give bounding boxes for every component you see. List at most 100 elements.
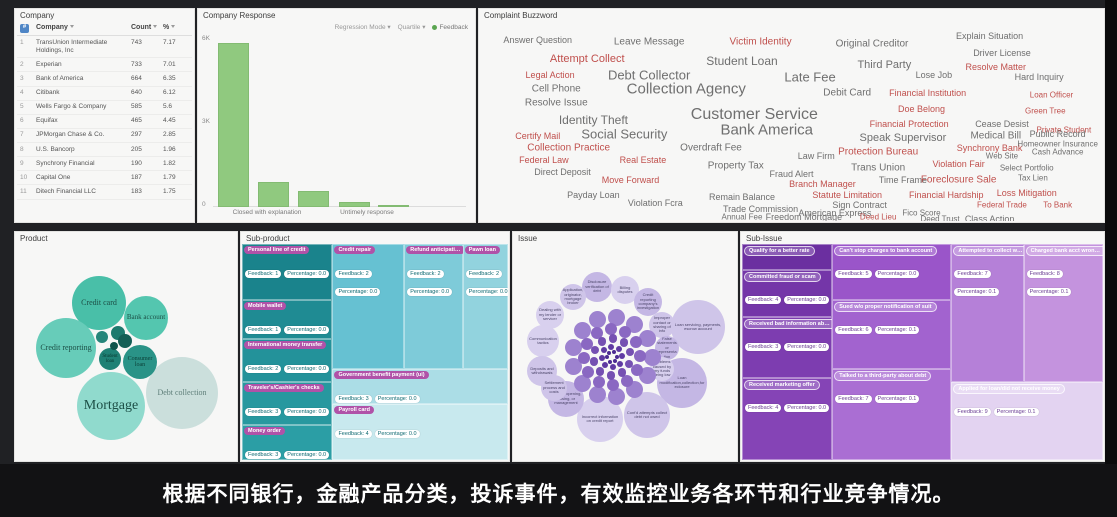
- issue-bubble[interactable]: Communication tactics: [527, 325, 559, 357]
- buzzword[interactable]: To Bank: [1043, 200, 1073, 210]
- legend-feedback[interactable]: Feedback: [432, 24, 468, 31]
- buzzword[interactable]: Federal Trade: [977, 200, 1027, 210]
- treemap-block[interactable]: Attempted to collect wrong amount Feedbac…: [951, 244, 1024, 383]
- buzzword[interactable]: Debt Collector: [607, 67, 691, 83]
- issue-bubble[interactable]: Credit reporting company's investigation: [634, 288, 662, 316]
- issue-bubble[interactable]: [609, 364, 616, 371]
- treemap-block[interactable]: Can't stop charges to bank account Feedba…: [832, 244, 952, 301]
- issue-bubble[interactable]: [602, 361, 609, 368]
- buzzword[interactable]: Violation Fcra: [627, 197, 683, 208]
- buzzword[interactable]: Speak Supervisor: [859, 131, 947, 144]
- buzzword[interactable]: Hard Inquiry: [1014, 71, 1064, 82]
- buzzword[interactable]: Original Creditor: [835, 38, 909, 50]
- issue-bubble[interactable]: [626, 315, 644, 333]
- treemap-block[interactable]: Mobile wallet Feedback: 1 Percentage: 0.0: [242, 300, 333, 340]
- bar[interactable]: [298, 191, 329, 207]
- issue-bubble[interactable]: [591, 327, 604, 340]
- buzzword[interactable]: Loan Officer: [1029, 90, 1074, 100]
- issue-bubble[interactable]: [608, 334, 618, 343]
- issue-bubble[interactable]: [589, 385, 607, 403]
- issue-bubble[interactable]: [564, 358, 582, 376]
- buzzword[interactable]: Green Tree: [1025, 106, 1066, 116]
- buzzword[interactable]: Certify Mail: [515, 130, 561, 141]
- buzzword[interactable]: Overdraft Fee: [680, 142, 742, 154]
- issue-bubble[interactable]: Application, originator, mortgage broker: [560, 284, 586, 310]
- buzzword[interactable]: Cell Phone: [531, 83, 581, 95]
- issue-bubble[interactable]: [592, 375, 605, 388]
- quartile-dropdown[interactable]: Quartile ▾: [397, 24, 426, 31]
- buzzword[interactable]: Law Firm: [797, 151, 835, 162]
- buzzword[interactable]: Financial Institution: [889, 88, 967, 99]
- treemap-block[interactable]: Committed fraud or scam Feedback: 4 Percen…: [742, 269, 833, 318]
- buzzword[interactable]: Student Loan: [706, 53, 778, 68]
- product-bubble[interactable]: Credit card: [72, 276, 126, 330]
- buzzword[interactable]: Late Fee: [784, 69, 836, 85]
- buzzword[interactable]: Time Frame: [878, 175, 927, 186]
- issue-bubble[interactable]: [619, 338, 628, 347]
- issue-bubble[interactable]: [590, 346, 599, 355]
- buzzword[interactable]: Trans Union: [851, 162, 906, 174]
- issue-bubble[interactable]: [608, 308, 626, 326]
- buzzword[interactable]: Class Action: [964, 213, 1015, 221]
- buzzword[interactable]: Doe Belong: [897, 104, 946, 115]
- issue-bubble[interactable]: [573, 321, 591, 339]
- buzzword[interactable]: Synchrony Bank: [956, 142, 1023, 153]
- bar[interactable]: [218, 43, 249, 207]
- product-bubble[interactable]: Credit reporting: [36, 318, 96, 378]
- product-bubble[interactable]: Mortgage: [77, 372, 145, 440]
- treemap-block[interactable]: Traveler's/Cashier's checks Feedback: 3 Pe…: [242, 382, 333, 426]
- issue-bubble[interactable]: [597, 337, 607, 346]
- buzzword[interactable]: Answer Question: [503, 35, 572, 46]
- buzzword[interactable]: Remain Balance: [708, 191, 775, 202]
- product-bubble[interactable]: [110, 342, 118, 350]
- buzzword[interactable]: Financial Hardship: [908, 189, 984, 200]
- column-header-count[interactable]: Count: [131, 24, 161, 33]
- issue-bubble[interactable]: [633, 350, 646, 363]
- issue-bubble[interactable]: [605, 323, 618, 335]
- buzzword[interactable]: Private Student: [1036, 125, 1092, 135]
- buzzword[interactable]: Collection Practice: [527, 142, 611, 154]
- issue-bubble[interactable]: [607, 350, 612, 355]
- buzzword[interactable]: Resolve Issue: [524, 97, 588, 109]
- issue-bubble[interactable]: [582, 365, 595, 378]
- buzzword[interactable]: Statute Limitation: [812, 189, 882, 200]
- issue-bubble[interactable]: [625, 348, 635, 357]
- buzzword[interactable]: Deed Trust: [920, 214, 960, 221]
- issue-bubble[interactable]: [606, 378, 619, 391]
- issue-bubble[interactable]: [625, 359, 634, 368]
- issue-bubble[interactable]: [601, 347, 608, 354]
- table-row[interactable]: 3 Bank of America 664 6.35: [17, 72, 192, 87]
- buzzword[interactable]: Collection Agency: [626, 80, 746, 98]
- issue-bubble[interactable]: [573, 375, 591, 393]
- treemap-block[interactable]: Credit repair Feedback: 2 Percentage: 0.0: [332, 244, 405, 370]
- buzzword[interactable]: Leave Message: [613, 36, 685, 48]
- table-row[interactable]: 9 Synchrony Financial 190 1.82: [17, 157, 192, 172]
- buzzword[interactable]: Public Record: [1029, 128, 1086, 139]
- treemap-block[interactable]: Received bad information about loan Feedb…: [742, 317, 833, 378]
- buzzword[interactable]: Trade Commission: [722, 203, 799, 214]
- product-bubble[interactable]: Student loan: [99, 348, 121, 370]
- buzzword[interactable]: Homeowner Insurance: [1017, 139, 1098, 149]
- issue-bubble[interactable]: Settlement process and costs: [541, 375, 567, 401]
- buzzword[interactable]: Legal Action: [525, 69, 575, 80]
- issue-bubble[interactable]: [589, 311, 607, 329]
- buzzword[interactable]: Web Site: [985, 151, 1019, 161]
- treemap-block[interactable]: Government benefit payment (ui) Feedback:…: [332, 369, 508, 404]
- table-row[interactable]: 6 Equifax 465 4.45: [17, 115, 192, 129]
- buzzword[interactable]: Fraud Alert: [769, 169, 814, 180]
- issue-bubble[interactable]: [598, 354, 605, 361]
- buzzword[interactable]: Freedom Mortgage: [765, 211, 843, 221]
- regression-mode-dropdown[interactable]: Regression Mode ▾: [334, 24, 391, 31]
- treemap-block[interactable]: Pawn loan Feedback: 2 Percentage: 0.0: [462, 244, 508, 370]
- column-header-percent[interactable]: %: [163, 24, 189, 33]
- treemap-block[interactable]: Charged bank acct wrong day or amt Feedba…: [1023, 244, 1103, 383]
- issue-bubble[interactable]: Loan modification,collection,foreclosure: [657, 358, 707, 408]
- issue-bubble[interactable]: [614, 354, 619, 359]
- product-bubble[interactable]: [96, 331, 108, 343]
- issue-bubble[interactable]: [612, 359, 617, 364]
- issue-bubble[interactable]: [617, 368, 627, 377]
- buzzword[interactable]: Explain Situation: [956, 31, 1024, 42]
- buzzword[interactable]: Loss Mitigation: [996, 187, 1057, 198]
- buzzword[interactable]: Social Security: [581, 126, 668, 142]
